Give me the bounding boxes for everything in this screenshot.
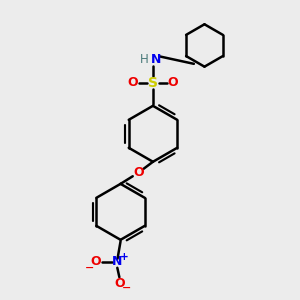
- Text: N: N: [151, 53, 161, 66]
- Text: O: O: [91, 255, 101, 268]
- Text: O: O: [168, 76, 178, 89]
- Text: O: O: [128, 76, 138, 89]
- Text: S: S: [148, 76, 158, 90]
- Text: H: H: [140, 53, 149, 66]
- Text: N: N: [112, 255, 122, 268]
- Text: O: O: [133, 166, 143, 179]
- Text: −: −: [85, 263, 94, 273]
- Text: +: +: [120, 252, 129, 262]
- Text: −: −: [122, 283, 131, 292]
- Text: O: O: [114, 277, 125, 290]
